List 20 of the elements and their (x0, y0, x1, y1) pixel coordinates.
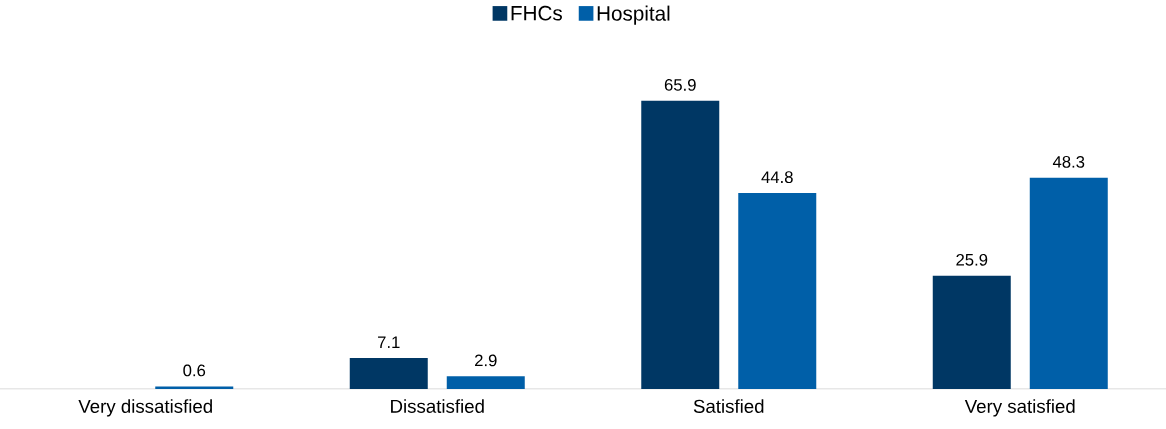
data-label: 48.3 (1052, 155, 1085, 168)
legend-label: FHCs (511, 5, 562, 21)
bar (932, 275, 1011, 389)
data-label: 44.8 (761, 171, 793, 184)
bar (641, 100, 720, 389)
x-tick-label: Dissatisfied (391, 399, 484, 413)
bar (738, 193, 817, 389)
x-tick-label: Very dissatisfied (78, 399, 212, 417)
data-label: 7.1 (378, 336, 400, 348)
bar (155, 386, 234, 389)
bar (1029, 177, 1108, 389)
data-label: 0.6 (183, 364, 206, 377)
x-tick-label: Satisfied (693, 399, 764, 413)
bar (349, 357, 428, 389)
x-tick-label: Very satisfied (964, 399, 1075, 417)
data-label: 25.9 (956, 253, 988, 266)
data-label: 2.9 (475, 354, 497, 367)
legend-label: Hospital (597, 5, 670, 25)
data-label: 65.9 (664, 79, 696, 91)
bar (446, 376, 525, 389)
